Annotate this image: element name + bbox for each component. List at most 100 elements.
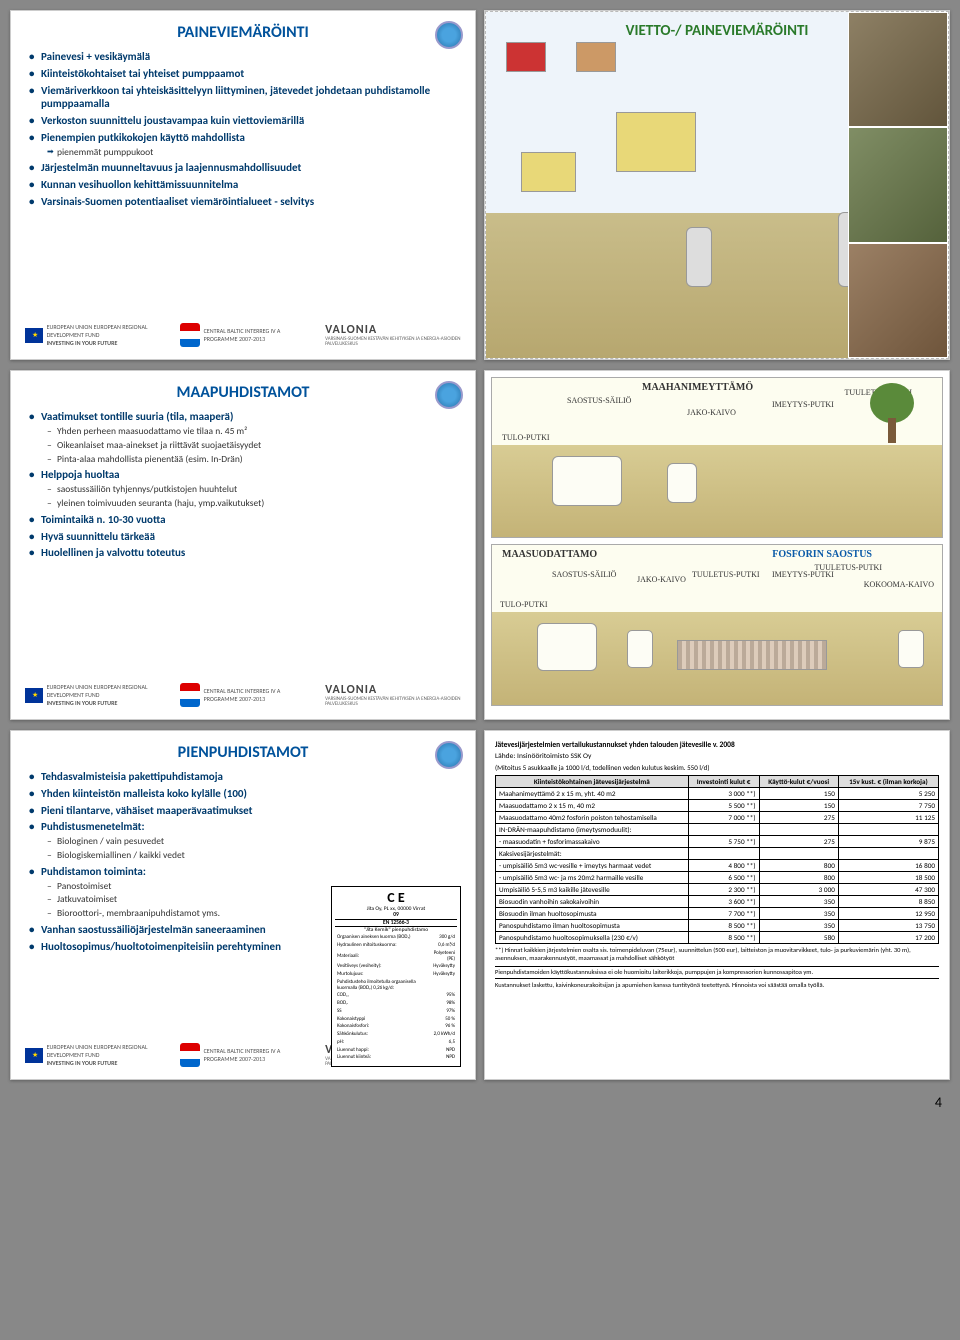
bullet: Tehdasvalmisteisia pakettipuhdistamoja bbox=[29, 770, 320, 784]
diagram-maahanimeyttamo: MAAHANIMEYTTÄMÖ TULO-PUTKI SAOSTUS-SÄILI… bbox=[491, 377, 943, 538]
table-cell: 5 500 **) bbox=[688, 800, 759, 812]
sub-bullet: Jatkuvatoimiset bbox=[47, 894, 320, 906]
bullet: Yhden kiinteistön malleista koko kylälle… bbox=[29, 787, 320, 801]
table-cell: 275 bbox=[759, 836, 838, 848]
ce-mark-icon: C E bbox=[335, 890, 457, 906]
table-cell: 7 750 bbox=[838, 800, 938, 812]
minwa-logo bbox=[435, 21, 463, 49]
col-header: 15v kust. € (ilman korkoja) bbox=[838, 776, 938, 788]
label: TULO-PUTKI bbox=[502, 433, 550, 442]
slide5-title: PIENPUHDISTAMOT bbox=[25, 743, 461, 762]
sewer-diagram: VIETTO-/ PAINEVIEMÄRÖINTI bbox=[485, 11, 949, 359]
table-cell: 9 875 bbox=[838, 836, 938, 848]
footer-logos: EUROPEAN UNION EUROPEAN REGIONAL DEVELOP… bbox=[25, 315, 461, 351]
table-subtitle: (Mitoitus 5 asukkaalle ja 1000 l/d, tode… bbox=[495, 763, 939, 772]
photo-strip bbox=[848, 12, 948, 358]
building-icon bbox=[616, 112, 696, 172]
diagram-maasuodattamo: MAASUODATTAMO FOSFORIN SAOSTUS TULO-PUTK… bbox=[491, 544, 943, 705]
table-cell: 2 300 **) bbox=[688, 884, 759, 896]
table-cell: 350 bbox=[759, 896, 838, 908]
table-cell: Biosuodin vanhoihin sakokaivoihin bbox=[496, 896, 689, 908]
table-cell: 16 800 bbox=[838, 860, 938, 872]
table-row: Panospuhdistamo ilman huoltosopimusta8 5… bbox=[496, 920, 939, 932]
table-cell: 3 600 **) bbox=[688, 896, 759, 908]
table-cell: Maasuodattamo 2 x 15 m, 40 m2 bbox=[496, 800, 689, 812]
house-icon bbox=[576, 42, 616, 72]
table-cell: 3 000 bbox=[759, 884, 838, 896]
cb-logo: CENTRAL BALTIC INTERREG IV A PROGRAMME 2… bbox=[180, 683, 315, 707]
table-cell: - maasuodatin + fosforimassakaivo bbox=[496, 836, 689, 848]
bullet: Verkoston suunnittelu joustavampaa kuin … bbox=[29, 114, 461, 128]
slide-vietto-diagram: VIETTO-/ PAINEVIEMÄRÖINTI bbox=[484, 10, 950, 360]
table-cell: Panospuhdistamo huoltosopimuksella (230 … bbox=[496, 932, 689, 944]
table-cell: 580 bbox=[759, 932, 838, 944]
page-number: 4 bbox=[10, 1090, 950, 1111]
table-cell bbox=[688, 848, 759, 860]
slide1-bullets: Painevesi + vesikäymälä Kiinteistökohtai… bbox=[25, 50, 461, 315]
table-cell: 5 250 bbox=[838, 788, 938, 800]
table-cell: 47 300 bbox=[838, 884, 938, 896]
bullet: Kunnan vesihuollon kehittämissuunnitelma bbox=[29, 178, 461, 192]
table-cell: 150 bbox=[759, 800, 838, 812]
bullet: Järjestelmän muunneltavuus ja laajennusm… bbox=[29, 161, 461, 175]
table-row: Maahanimeyttämö 2 x 15 m, yht. 40 m23 00… bbox=[496, 788, 939, 800]
table-cell: Kaksivesijärjestelmät: bbox=[496, 848, 689, 860]
table-cell: 12 950 bbox=[838, 908, 938, 920]
label: MAASUODATTAMO bbox=[502, 549, 597, 560]
table-footnote: **) Hinnat kaikkien järjestelmien osalta… bbox=[495, 947, 939, 963]
table-cell: - umpisäiliö 5m3 wc- ja ms 20m2 harmaill… bbox=[496, 872, 689, 884]
table-cell: 6 500 **) bbox=[688, 872, 759, 884]
slide-row-3: PIENPUHDISTAMOT Tehdasvalmisteisia paket… bbox=[10, 730, 950, 1080]
minwa-logo bbox=[435, 741, 463, 769]
table-cell: 13 750 bbox=[838, 920, 938, 932]
bullet: Helppoja huoltaa saostussäiliön tyhjenny… bbox=[29, 468, 461, 510]
label: MAAHANIMEYTTÄMÖ bbox=[642, 382, 753, 393]
sub-bullet: Yhden perheen maasuodattamo vie tilaa n.… bbox=[47, 426, 461, 438]
table-cell: 800 bbox=[759, 872, 838, 884]
tree-icon bbox=[862, 378, 922, 448]
table-cell: Biosuodin ilman huoltosopimusta bbox=[496, 908, 689, 920]
footer-logos: EUROPEAN UNION EUROPEAN REGIONAL DEVELOP… bbox=[25, 675, 461, 711]
valonia-logo: VALONIAVARSINAIS-SUOMEN KESTÄVÄN KEHITYK… bbox=[325, 683, 461, 707]
table-footnote: Pienpuhdistamoiden käyttökustannuksissa … bbox=[495, 966, 939, 980]
cost-comparison-table: Kiinteistökohtainen jätevesijärjestelmä … bbox=[495, 775, 939, 944]
well-icon bbox=[627, 630, 653, 668]
sub-bullet: Biologinen / vain pesuvedet bbox=[47, 836, 320, 848]
bullet: Huoltosopimus/huoltotoimenpiteisiin pere… bbox=[29, 940, 320, 954]
bullet: Varsinais-Suomen potentiaaliset viemäröi… bbox=[29, 195, 461, 209]
bullet: Pieni tilantarve, vähäiset maaperävaatim… bbox=[29, 804, 320, 818]
slide3-bullets: Vaatimukset tontille suuria (tila, maape… bbox=[25, 410, 461, 675]
table-row: Biosuodin ilman huoltosopimusta7 700 **)… bbox=[496, 908, 939, 920]
table-cell: 275 bbox=[759, 812, 838, 824]
table-cell bbox=[838, 848, 938, 860]
table-cell: 3 000 **) bbox=[688, 788, 759, 800]
sub-bullet: pienemmät pumppukoot bbox=[47, 147, 461, 159]
label: TUULETUS-PUTKI bbox=[692, 570, 760, 579]
bullet: Painevesi + vesikäymälä bbox=[29, 50, 461, 64]
table-cell: Maahanimeyttämö 2 x 15 m, yht. 40 m2 bbox=[496, 788, 689, 800]
bullet-text: Pienempien putkikokojen käyttö mahdollis… bbox=[41, 131, 245, 144]
sub-bullet: Oikeanlaiset maa-ainekset ja riittävät s… bbox=[47, 440, 461, 452]
well-icon bbox=[898, 630, 924, 668]
table-row: Biosuodin vanhoihin sakokaivoihin3 600 *… bbox=[496, 896, 939, 908]
col-header: Käyttö-kulut €/vuosi bbox=[759, 776, 838, 788]
ce-spec-table: Orgaanisen aineksen kuorma (BOD₇)300 g/d… bbox=[335, 933, 457, 1063]
site-photo bbox=[848, 243, 948, 358]
site-photo bbox=[848, 127, 948, 242]
bullet: Vaatimukset tontille suuria (tila, maape… bbox=[29, 410, 461, 465]
table-cell: 17 200 bbox=[838, 932, 938, 944]
table-cell: Maasuodattamo 40m2 fosforin poiston teho… bbox=[496, 812, 689, 824]
label: JAKO-KAIVO bbox=[687, 408, 736, 417]
tank-icon bbox=[552, 456, 622, 506]
table-cell: - umpisäiliö 5m3 wc-vesille + imeytys ha… bbox=[496, 860, 689, 872]
slide-cost-table: Jätevesijärjestelmien vertailukustannuks… bbox=[484, 730, 950, 1080]
table-row: Maasuodattamo 40m2 fosforin poiston teho… bbox=[496, 812, 939, 824]
sub-bullet: Panostoimiset bbox=[47, 881, 320, 893]
label: IMEYTYS-PUTKI bbox=[772, 400, 834, 409]
table-row: - maasuodatin + fosforimassakaivo5 750 *… bbox=[496, 836, 939, 848]
table-cell: 11 125 bbox=[838, 812, 938, 824]
bullet: Hyvä suunnittelu tärkeää bbox=[29, 530, 461, 544]
slide5-bullets: Tehdasvalmisteisia pakettipuhdistamoja Y… bbox=[25, 770, 320, 1035]
eu-logo: EUROPEAN UNION EUROPEAN REGIONAL DEVELOP… bbox=[25, 323, 170, 347]
table-cell bbox=[759, 848, 838, 860]
